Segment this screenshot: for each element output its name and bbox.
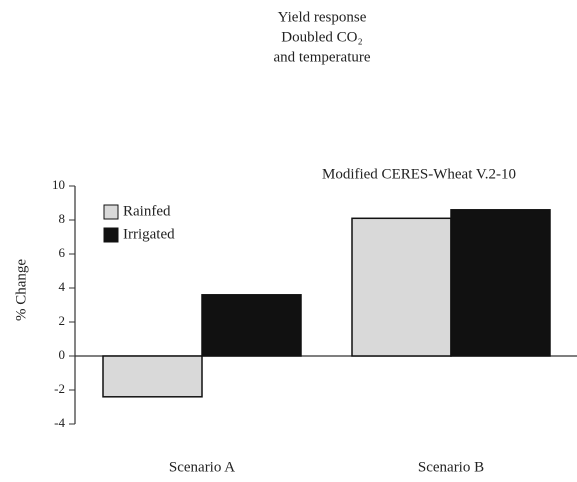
bar <box>102 355 203 398</box>
y-tick-label: -2 <box>54 381 65 396</box>
bar <box>450 209 551 357</box>
x-tick-label: Scenario A <box>169 459 235 475</box>
bar <box>201 294 302 357</box>
chart-subtitle: Modified CERES-Wheat V.2-10 <box>322 166 516 182</box>
chart-title: and temperature <box>273 49 370 65</box>
y-tick-label: 8 <box>59 211 66 226</box>
legend-label: Rainfed <box>123 203 171 219</box>
legend-swatch <box>103 204 119 220</box>
x-tick-label: Scenario B <box>418 459 484 475</box>
legend-swatch <box>103 227 119 243</box>
y-tick-label: 6 <box>59 245 66 260</box>
chart-title: Doubled CO₂ <box>281 29 362 45</box>
y-tick-label: 10 <box>52 177 65 192</box>
bar <box>351 217 452 357</box>
legend-label: Irrigated <box>123 226 175 242</box>
y-tick-label: 2 <box>59 313 66 328</box>
y-tick-label: 0 <box>59 347 66 362</box>
y-tick-label: 4 <box>59 279 66 294</box>
chart-title: Yield response <box>278 9 367 25</box>
y-axis-label: % Change <box>13 259 29 321</box>
y-tick-label: -4 <box>54 415 65 430</box>
